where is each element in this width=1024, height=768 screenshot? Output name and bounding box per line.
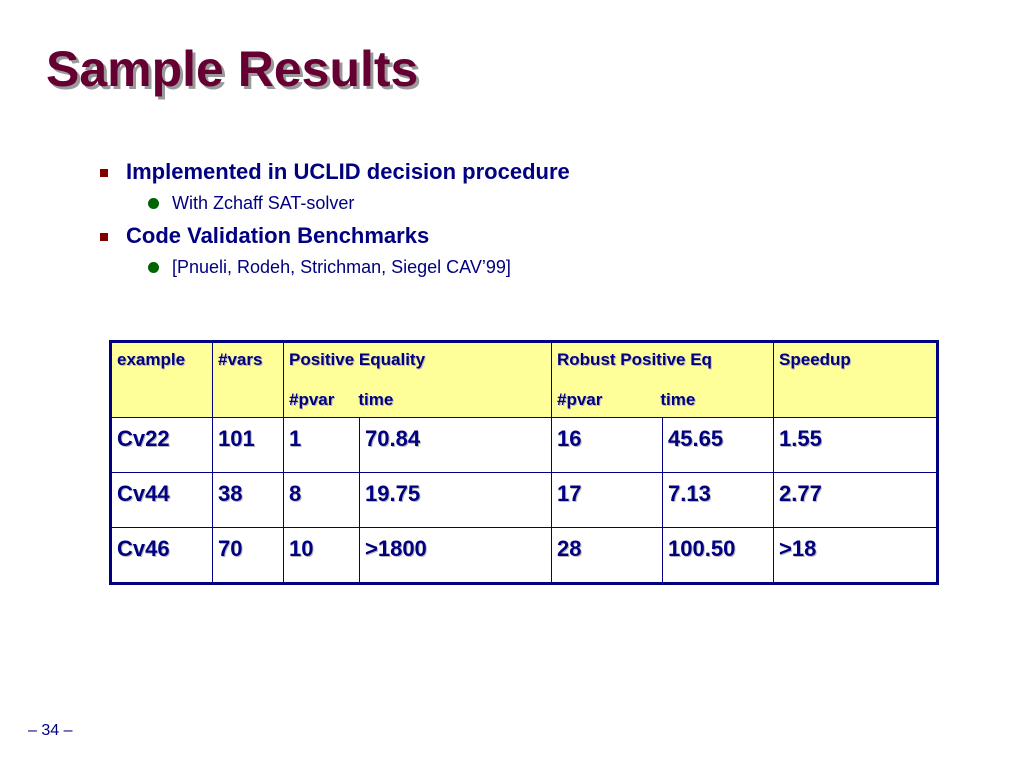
- header-rp-pvar: #pvar: [557, 390, 603, 409]
- cell-speedup: 1.55: [773, 417, 939, 473]
- header-positive-equality-sub: #pvar time: [289, 389, 546, 411]
- sub-bullet-item: With Zchaff SAT-solver: [100, 188, 900, 220]
- results-table: example #vars Positive Equality #pvar tim…: [109, 340, 940, 585]
- bullet-item: Code Validation Benchmarks: [100, 220, 900, 252]
- header-example: example: [110, 341, 213, 418]
- cell-vars: 70: [212, 527, 284, 584]
- cell-vars: 38: [212, 472, 284, 528]
- cell-pe-pvar: 8: [283, 472, 360, 528]
- header-pe-time: time: [358, 390, 394, 409]
- header-speedup: Speedup: [773, 341, 939, 418]
- cell-rp-pvar: 17: [551, 472, 664, 528]
- cell-pe-time: >1800: [358, 527, 553, 584]
- header-robust-positive-eq-label: Robust Positive Eq: [557, 350, 712, 369]
- header-robust-positive-eq: Robust Positive Eq #pvar time: [551, 341, 775, 418]
- cell-pe-time: 19.75: [358, 472, 553, 528]
- round-bullet-icon: [148, 262, 159, 273]
- bullet-item: Implemented in UCLID decision procedure: [100, 156, 900, 188]
- cell-speedup: >18: [773, 527, 939, 584]
- sub-bullet-item: [Pnueli, Rodeh, Strichman, Siegel CAV’99…: [100, 252, 900, 284]
- header-pe-pvar: #pvar: [289, 390, 335, 409]
- cell-example: Cv44: [110, 472, 213, 528]
- header-rp-time: time: [660, 390, 696, 409]
- cell-rp-time: 100.50: [662, 527, 775, 584]
- header-vars: #vars: [212, 341, 284, 418]
- cell-speedup: 2.77: [773, 472, 939, 528]
- square-bullet-icon: [100, 233, 108, 241]
- cell-rp-pvar: 28: [551, 527, 664, 584]
- table-row: Cv22 101 1 70.84 16 45.65 1.55: [110, 417, 939, 473]
- cell-pe-time: 70.84: [358, 417, 553, 473]
- cell-rp-time: 7.13: [662, 472, 775, 528]
- bullet-text: Implemented in UCLID decision procedure: [126, 159, 570, 184]
- cell-rp-pvar: 16: [551, 417, 664, 473]
- cell-pe-pvar: 10: [283, 527, 360, 584]
- table-row: Cv46 70 10 >1800 28 100.50 >18: [110, 527, 939, 584]
- sub-bullet-text: [Pnueli, Rodeh, Strichman, Siegel CAV’99…: [172, 257, 511, 277]
- bullet-text: Code Validation Benchmarks: [126, 223, 430, 248]
- table-row: Cv44 38 8 19.75 17 7.13 2.77: [110, 472, 939, 528]
- table-header-row: example #vars Positive Equality #pvar tim…: [110, 341, 939, 418]
- cell-example: Cv22: [110, 417, 213, 473]
- cell-example: Cv46: [110, 527, 213, 584]
- bullet-list: Implemented in UCLID decision procedure …: [100, 156, 900, 284]
- square-bullet-icon: [100, 169, 108, 177]
- cell-pe-pvar: 1: [283, 417, 360, 473]
- slide-title: Sample Results: [46, 41, 419, 97]
- round-bullet-icon: [148, 198, 159, 209]
- header-positive-equality-label: Positive Equality: [289, 350, 426, 369]
- page-number: – 34 –: [28, 722, 73, 739]
- sub-bullet-text: With Zchaff SAT-solver: [172, 193, 355, 213]
- cell-vars: 101: [212, 417, 284, 473]
- header-positive-equality: Positive Equality #pvar time: [282, 341, 553, 418]
- header-robust-positive-eq-sub: #pvar time: [557, 389, 768, 411]
- cell-rp-time: 45.65: [662, 417, 775, 473]
